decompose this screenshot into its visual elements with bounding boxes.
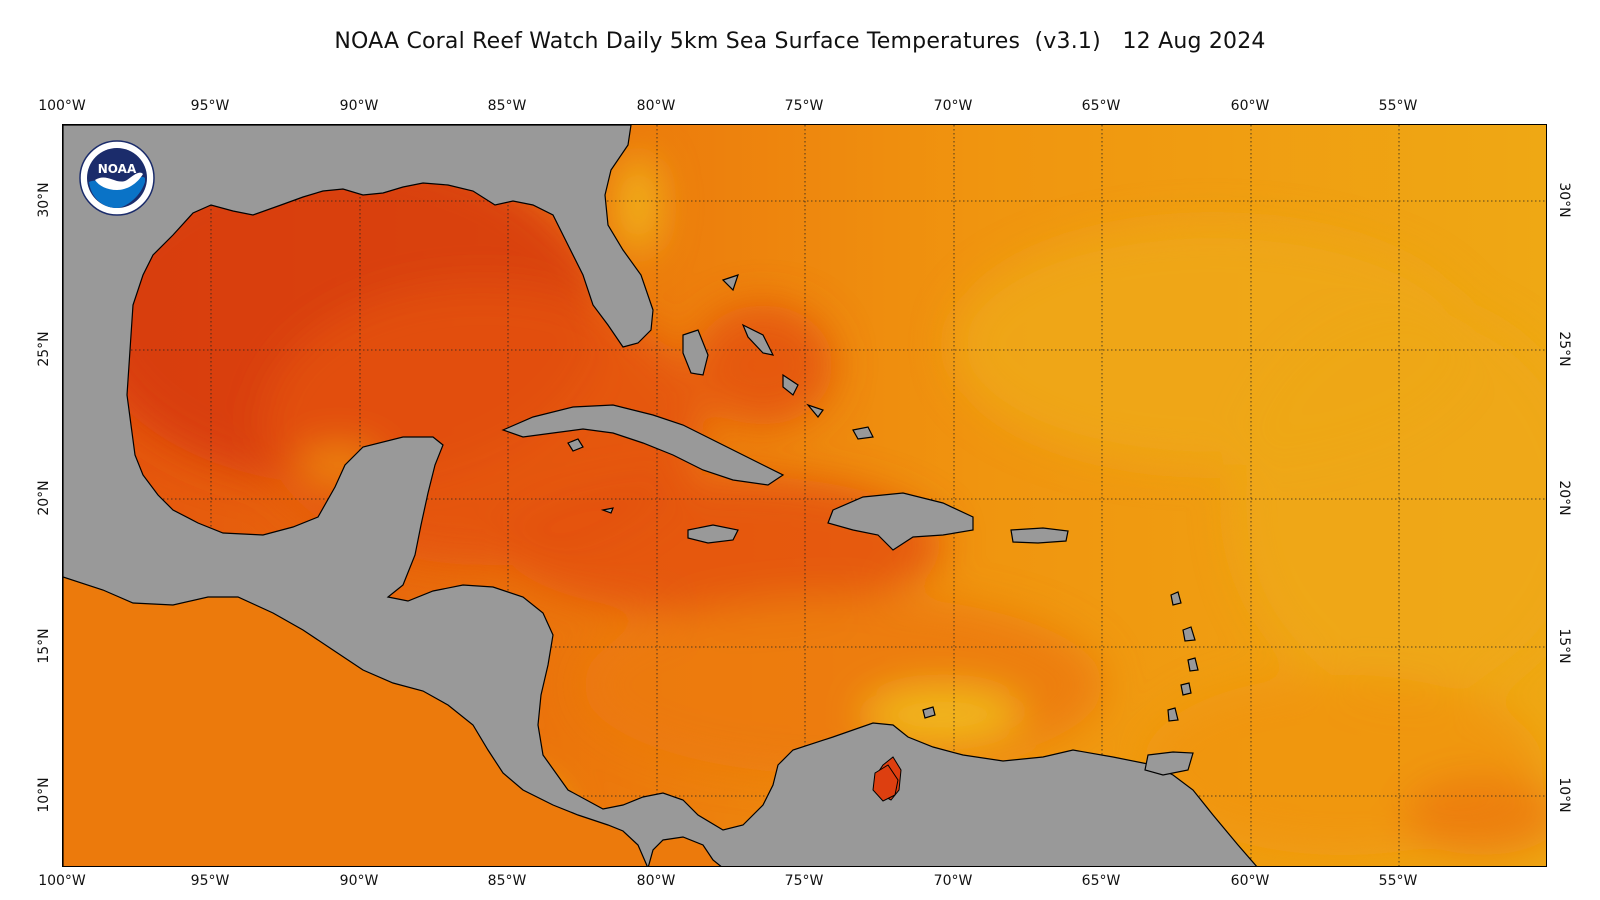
lon-label-top: 80°W — [636, 98, 676, 114]
florida-coast-cool — [618, 155, 658, 255]
lesser-antilles-5 — [1167, 707, 1179, 722]
lon-label-bottom: 60°W — [1230, 873, 1270, 889]
venezuela-coast-cool — [863, 687, 1023, 743]
lon-label-top: 90°W — [339, 98, 379, 114]
title-date: 12 Aug 2024 — [1122, 29, 1266, 54]
lesser-antilles-2 — [1182, 626, 1196, 642]
bahamas-2 — [741, 323, 775, 356]
noaa-logo: NOAA — [79, 140, 155, 216]
noaa-emblem-icon: NOAA — [79, 140, 155, 216]
lat-label-left: 30°N — [36, 182, 52, 218]
lat-label-left: 10°N — [36, 777, 52, 813]
trinidad-island — [1144, 751, 1194, 776]
isle-of-youth — [567, 438, 584, 452]
lon-label-bottom: 65°W — [1081, 873, 1121, 889]
lon-label-top: 65°W — [1081, 98, 1121, 114]
puerto-rico-island — [1010, 527, 1069, 544]
hispaniola-island — [827, 492, 974, 551]
lon-label-bottom: 100°W — [38, 873, 86, 889]
andros-island — [682, 329, 709, 376]
lon-label-bottom: 55°W — [1378, 873, 1418, 889]
sst-patches — [83, 145, 1546, 866]
lon-label-top: 75°W — [784, 98, 824, 114]
map-title: NOAA Coral Reef Watch Daily 5km Sea Surf… — [0, 29, 1600, 54]
atlantic-warm-patch — [1403, 775, 1546, 855]
bahamas-1 — [721, 274, 739, 292]
lat-label-right: 20°N — [1556, 480, 1572, 516]
lon-label-top: 95°W — [190, 98, 230, 114]
bahamas-3 — [782, 373, 799, 396]
lon-label-bottom: 95°W — [190, 873, 230, 889]
lon-label-top: 100°W — [38, 98, 86, 114]
lesser-antilles-1 — [1170, 591, 1182, 606]
lat-label-left: 25°N — [36, 331, 52, 367]
lat-label-right: 25°N — [1556, 331, 1572, 367]
lon-label-bottom: 90°W — [339, 873, 379, 889]
title-main: NOAA Coral Reef Watch Daily 5km Sea Surf… — [334, 29, 1021, 54]
lon-label-bottom: 80°W — [636, 873, 676, 889]
lon-label-bottom: 70°W — [933, 873, 973, 889]
sst-map-canvas — [63, 125, 1546, 866]
jamaica-island — [687, 524, 739, 544]
title-version: (v3.1) — [1034, 29, 1101, 54]
panama-bight — [647, 836, 722, 866]
bahamas-hot-patch — [693, 305, 833, 425]
lesser-antilles-4 — [1180, 682, 1192, 696]
islands — [501, 274, 1199, 776]
cayman-islands — [600, 507, 614, 514]
turks-caicos — [852, 426, 874, 440]
aruba-curacao — [922, 706, 936, 719]
sst-map[interactable] — [62, 124, 1547, 867]
bahamas-4 — [806, 403, 824, 418]
lon-label-bottom: 75°W — [784, 873, 824, 889]
atlantic-cool-patch-2 — [1233, 305, 1546, 705]
lat-label-left: 20°N — [36, 480, 52, 516]
pacific-ocean — [63, 576, 648, 866]
hot-spot-maracaibo — [872, 764, 899, 802]
lon-label-top: 60°W — [1230, 98, 1270, 114]
lesser-antilles-3 — [1187, 657, 1199, 672]
lon-label-top: 85°W — [487, 98, 527, 114]
lon-label-top: 55°W — [1378, 98, 1418, 114]
noaa-logo-text: NOAA — [98, 162, 137, 176]
lat-label-right: 30°N — [1556, 182, 1572, 218]
cuba-island — [501, 404, 785, 486]
lat-label-right: 10°N — [1556, 777, 1572, 813]
lat-label-left: 15°N — [36, 628, 52, 664]
lat-label-right: 15°N — [1556, 628, 1572, 664]
lon-label-top: 70°W — [933, 98, 973, 114]
lon-label-bottom: 85°W — [487, 873, 527, 889]
